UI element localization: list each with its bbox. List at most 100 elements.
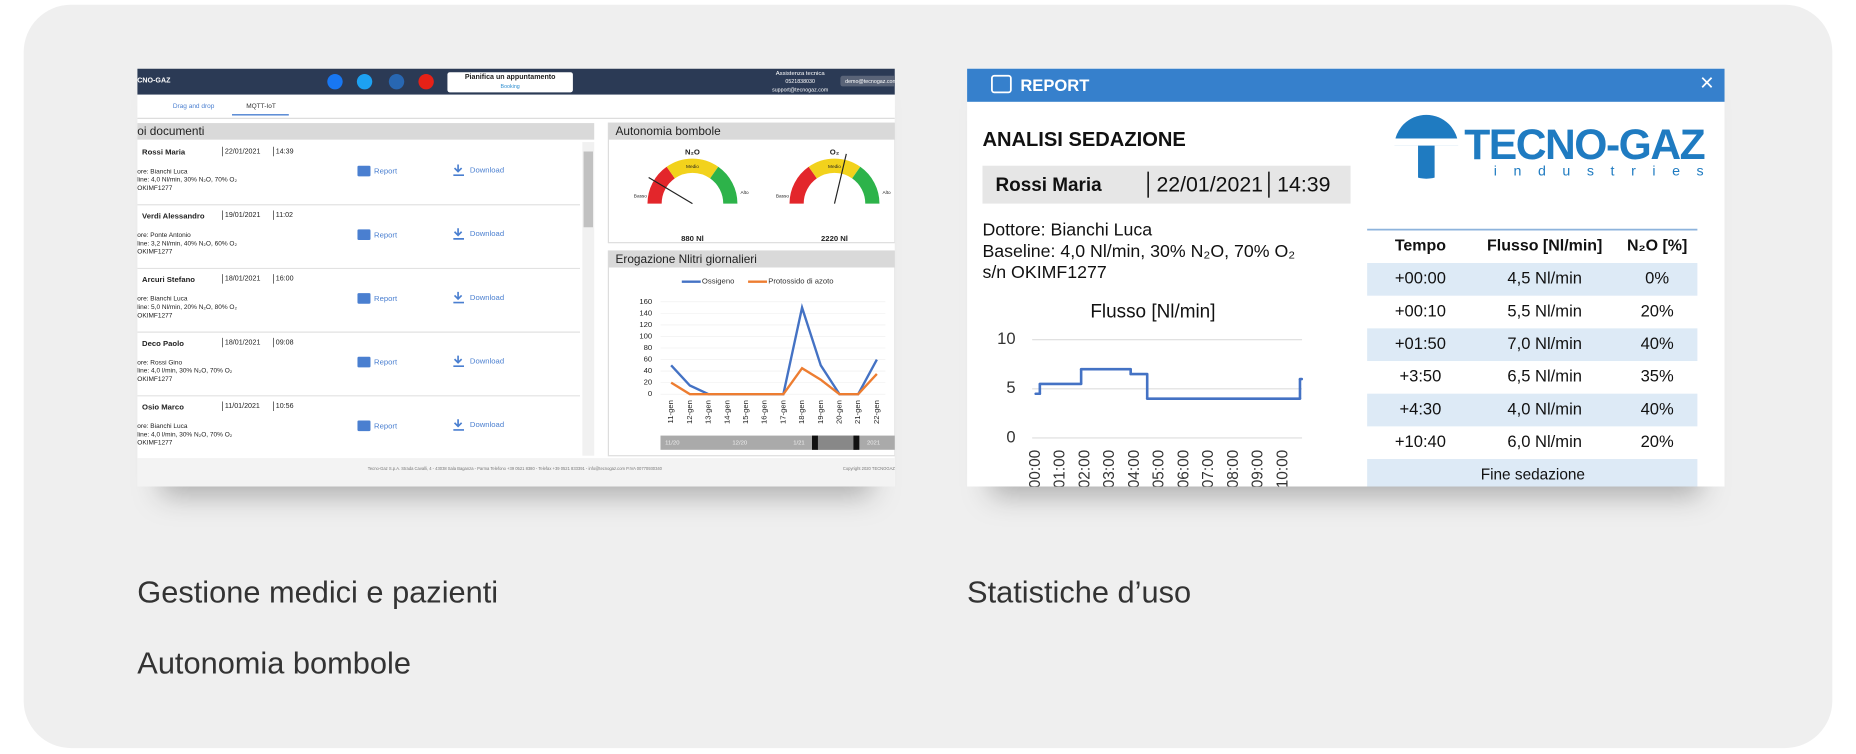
range-window <box>816 435 857 450</box>
doc-serial: OKIMF1277 <box>137 185 172 192</box>
download-link[interactable]: Download <box>470 165 504 174</box>
y-tick-label: 120 <box>639 320 652 329</box>
download-link[interactable]: Download <box>470 293 504 302</box>
heading: ANALISI SEDAZIONE <box>982 129 1185 151</box>
x-tick-label: 08:00 <box>1225 450 1242 488</box>
table-cell: 5,5 Nl/min <box>1507 301 1582 320</box>
scroll-thumb <box>583 151 594 228</box>
x-tick-label: 20-gen <box>834 400 843 424</box>
doc-baseline: line: 5,0 Nl/min, 20% N₂O, 80% O₂ <box>137 304 237 311</box>
doc-doctor: ore: Rossi Gino <box>137 359 182 366</box>
report-link[interactable]: Report <box>374 421 398 430</box>
x-tick-label: 13-gen <box>704 400 713 424</box>
doc-date: 18/01/2021 <box>225 338 261 346</box>
user-box <box>840 75 895 87</box>
report-link[interactable]: Report <box>374 358 398 367</box>
table-cell: 6,0 Nl/min <box>1507 432 1582 451</box>
x-tick-label: 02:00 <box>1076 450 1093 488</box>
gauge-high: Alto <box>883 190 892 196</box>
copyright: Copyright 2020 TECNOGAZ <box>843 466 895 471</box>
report-screenshot: REPORT × ANALISI SEDAZIONE Rossi Maria 22/01… <box>967 68 1725 488</box>
download-link[interactable]: Download <box>470 357 504 366</box>
social-icon[interactable] <box>418 73 434 90</box>
range-handle <box>812 435 818 450</box>
logo-cut <box>1392 145 1419 182</box>
logo-name: TECNO-GAZ <box>1464 121 1705 169</box>
social-icon[interactable] <box>388 73 405 90</box>
tab[interactable]: Drag and drop <box>173 103 215 110</box>
x-tick-label: 11-gen <box>666 400 675 423</box>
gauge-high: Alto <box>740 190 749 196</box>
user-email: demo@tecnogaz.com <box>845 79 897 85</box>
table-cell: 0% <box>1645 269 1669 288</box>
table-cell: +4:30 <box>1399 399 1441 418</box>
table-cell: +00:00 <box>1395 269 1446 288</box>
legend-label: Ossigeno <box>702 277 734 286</box>
x-tick-label: 17-gen <box>778 400 787 424</box>
download-link[interactable]: Download <box>470 420 504 429</box>
slider-label: 11/20 <box>665 440 680 446</box>
series-line <box>670 366 878 396</box>
slider-label: 1/21 <box>793 440 805 446</box>
logo-cut <box>1434 145 1461 182</box>
report-icon <box>357 293 371 304</box>
report-link[interactable]: Report <box>374 230 398 239</box>
caption: Gestione medici e pazienti <box>137 574 498 609</box>
legend-label: Protossido di azoto <box>768 277 833 286</box>
y-tick-label: 40 <box>644 366 653 375</box>
download-icon <box>453 419 464 431</box>
x-tick-label: 04:00 <box>1126 450 1143 488</box>
report-link[interactable]: Report <box>374 167 398 176</box>
doc-time: 11:02 <box>276 211 293 219</box>
report-icon <box>357 356 371 368</box>
patient-name: Arcuri Stefano <box>142 275 195 284</box>
gauge-needle <box>648 177 693 205</box>
social-icon[interactable] <box>327 73 343 90</box>
doc-baseline: line: 4,0 l/min, 30% N₂O, 70% O₂ <box>137 431 232 438</box>
tab[interactable]: MQTT-IoT <box>246 103 276 110</box>
gauge-band <box>666 158 719 179</box>
caption: Autonomia bombole <box>137 645 411 680</box>
doc-date: 11/01/2021 <box>225 402 260 410</box>
table-cell: +10:40 <box>1395 432 1446 451</box>
download-link[interactable]: Download <box>470 229 504 238</box>
captions: Gestione medici e pazienti Autonomia bomb… <box>137 574 1191 680</box>
table-cell: 40% <box>1641 334 1674 353</box>
gauge-band <box>789 166 818 204</box>
y-tick-label: 100 <box>639 331 652 340</box>
close-button[interactable]: × <box>1700 70 1714 96</box>
gauge-mid: Medio <box>686 164 699 170</box>
doctor: Dottore: Bianchi Luca <box>982 220 1152 240</box>
row-band <box>1367 393 1698 427</box>
patient-name: Deco Paolo <box>142 339 184 348</box>
x-tick-label: 19-gen <box>816 400 825 424</box>
doc-doctor: ore: Bianchi Luca <box>137 296 188 303</box>
y-tick-label: 140 <box>639 308 652 317</box>
panel-title-bar <box>137 123 595 140</box>
x-tick-label: 00:00 <box>1027 450 1044 488</box>
footer-bar <box>137 458 895 487</box>
doc-time: 10:56 <box>276 402 294 410</box>
doc-date: 19/01/2021 <box>225 211 261 219</box>
table-cell: +3:50 <box>1399 367 1441 386</box>
panel-title-bar <box>608 123 895 140</box>
report-icon <box>357 229 371 241</box>
x-tick-label: 10:00 <box>1275 450 1292 488</box>
doc-doctor: ore: Bianchi Luca <box>137 423 188 430</box>
report-icon <box>991 74 1012 94</box>
patient-name: Rossi Maria <box>142 148 186 157</box>
appointment-button[interactable] <box>447 72 573 93</box>
appointment-label: Pianifica un appuntamento <box>465 73 556 81</box>
social-icon[interactable] <box>356 73 373 90</box>
x-tick-label: 16-gen <box>760 400 769 424</box>
y-tick-label: 80 <box>644 343 653 352</box>
report-link[interactable]: Report <box>374 294 398 303</box>
doc-date: 18/01/2021 <box>225 275 261 283</box>
doc-serial: OKIMF1277 <box>137 376 172 383</box>
gauge-mid: Medio <box>828 164 841 170</box>
doc-doctor: ore: Bianchi Luca <box>137 168 188 175</box>
x-tick-label: 21-gen <box>853 400 862 424</box>
row-band <box>1367 459 1698 487</box>
gauge-band <box>709 166 738 204</box>
